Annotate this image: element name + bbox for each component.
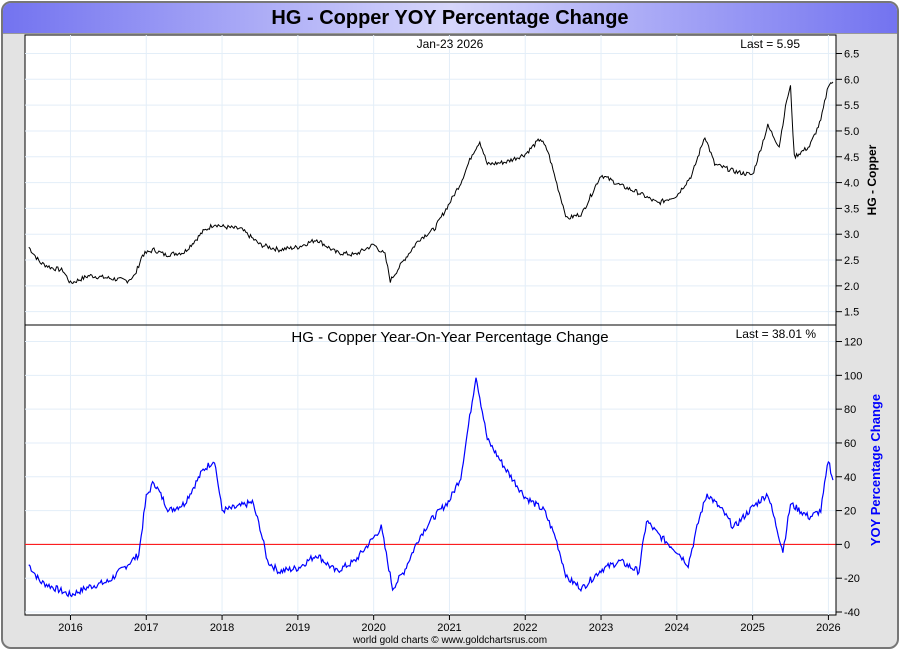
y-tick-label: 80 [844, 404, 856, 416]
y-tick-label: 60 [844, 438, 856, 450]
y-tick-label: 4.5 [844, 152, 859, 164]
x-tick-label: 2020 [361, 622, 385, 634]
title-bar: HG - Copper YOY Percentage Change [3, 3, 897, 34]
axes: 2016 2017 2018 2019 2020 2021 2022 2023 2024 2025… [58, 35, 862, 634]
y-tick-label: 2.0 [844, 281, 859, 293]
y-tick-label: 6.0 [844, 74, 859, 86]
y-tick-label: 3.0 [844, 229, 859, 241]
x-tick-label: 2022 [513, 622, 537, 634]
x-tick-label: 2016 [58, 622, 82, 634]
yoy-axis-title: YOY Percentage Change [868, 394, 883, 546]
x-tick-label: 2018 [210, 622, 234, 634]
y-tick-label: 1.5 [844, 307, 859, 319]
yoy-panel-title: HG - Copper Year-On-Year Percentage Chan… [291, 329, 608, 346]
y-tick-label: 5.0 [844, 126, 859, 138]
x-tick-label: 2023 [589, 622, 613, 634]
footer-credit: world gold charts © www.goldchartsrus.co… [352, 635, 547, 646]
x-tick-label: 2024 [665, 622, 689, 634]
y-tick-label: 6.5 [844, 48, 859, 60]
y-tick-label: 100 [844, 370, 862, 382]
y-tick-label: -20 [844, 573, 860, 585]
y-tick-label: 2.5 [844, 255, 859, 267]
y-tick-label: 20 [844, 506, 856, 518]
x-tick-label: 2025 [740, 622, 764, 634]
chart-title: HG - Copper YOY Percentage Change [271, 7, 629, 29]
yoy-last-label: Last = 38.01 % [736, 327, 817, 341]
y-tick-label: 120 [844, 337, 862, 349]
price-axis-title: HG - Copper [865, 144, 879, 215]
y-tick-label: 3.5 [844, 203, 859, 215]
x-tick-label: 2021 [437, 622, 461, 634]
x-tick-label: 2017 [134, 622, 158, 634]
y-tick-label: 5.5 [844, 100, 859, 112]
price-last-label: Last = 5.95 [740, 37, 800, 51]
y-tick-label: 0 [844, 539, 850, 551]
date-label: Jan-23 2026 [417, 37, 484, 51]
yoy-change-line [28, 377, 834, 598]
copper-price-line [28, 81, 834, 285]
x-tick-label: 2019 [286, 622, 310, 634]
y-tick-label: 4.0 [844, 178, 859, 190]
y-tick-label: 40 [844, 472, 856, 484]
x-tick-label: 2026 [816, 622, 840, 634]
y-tick-label: -40 [844, 607, 860, 619]
series-layer [25, 81, 836, 598]
